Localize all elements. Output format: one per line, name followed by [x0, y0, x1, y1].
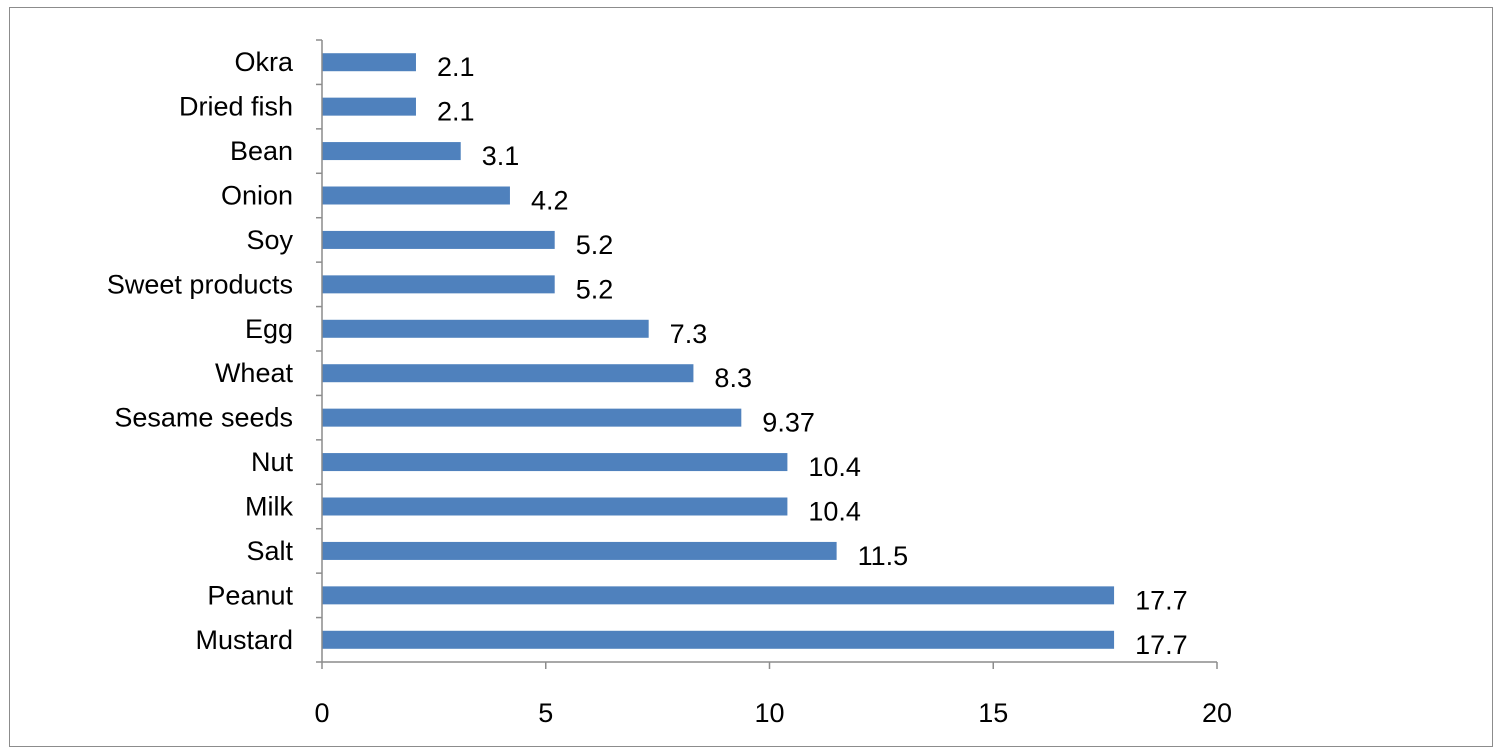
x-tick-label: 5 — [538, 698, 553, 728]
category-label: Sweet products — [107, 269, 293, 299]
bar-wheat — [322, 364, 694, 383]
bar-sesame-seeds — [322, 408, 742, 427]
category-label: Onion — [221, 181, 293, 211]
value-label: 7.3 — [670, 319, 708, 349]
bar-bean — [322, 142, 461, 161]
category-label: Sesame seeds — [114, 403, 293, 433]
value-label: 11.5 — [858, 541, 909, 571]
value-label: 17.7 — [1135, 630, 1188, 660]
value-label: 5.2 — [576, 230, 614, 260]
labels-group: Okra 2.1 Dried fish 2.1 Bean 3.1 Onion 4.2 Soy 5.… — [107, 47, 1232, 728]
category-label: Dried fish — [179, 92, 293, 122]
axes-group — [316, 39, 1218, 669]
category-label: Milk — [245, 492, 293, 522]
x-tick-label: 10 — [754, 698, 784, 728]
category-label: Bean — [230, 136, 293, 166]
value-label: 10.4 — [808, 452, 861, 482]
category-label: Okra — [234, 47, 293, 77]
value-label: 3.1 — [482, 141, 520, 171]
bar-onion — [322, 186, 510, 205]
bar-okra — [322, 53, 416, 72]
bar-sweet-products — [322, 275, 555, 294]
category-label: Peanut — [207, 580, 293, 610]
x-tick-label: 15 — [978, 698, 1008, 728]
value-label: 4.2 — [531, 186, 569, 216]
category-label: Egg — [245, 314, 293, 344]
category-label: Wheat — [215, 358, 294, 388]
value-label: 8.3 — [714, 363, 752, 393]
value-label: 9.37 — [762, 408, 815, 438]
value-label: 2.1 — [437, 52, 475, 82]
bar-dried-fish — [322, 97, 416, 116]
bar-egg — [322, 319, 649, 338]
bar-milk — [322, 497, 788, 516]
value-label: 17.7 — [1135, 585, 1188, 615]
bar-nut — [322, 453, 788, 472]
category-label: Mustard — [195, 625, 293, 655]
value-label: 2.1 — [437, 97, 475, 127]
value-label: 10.4 — [808, 497, 861, 527]
value-label: 5.2 — [576, 274, 614, 304]
x-tick-label: 20 — [1202, 698, 1232, 728]
bar-peanut — [322, 586, 1115, 605]
category-label: Soy — [246, 225, 293, 255]
category-label: Salt — [246, 536, 293, 566]
chart-frame — [9, 7, 1493, 747]
x-tick-label: 0 — [314, 698, 329, 728]
category-label: Nut — [251, 447, 294, 477]
bars-group — [322, 53, 1115, 649]
bar-salt — [322, 541, 837, 560]
bar-soy — [322, 230, 555, 249]
bar-mustard — [322, 630, 1115, 649]
